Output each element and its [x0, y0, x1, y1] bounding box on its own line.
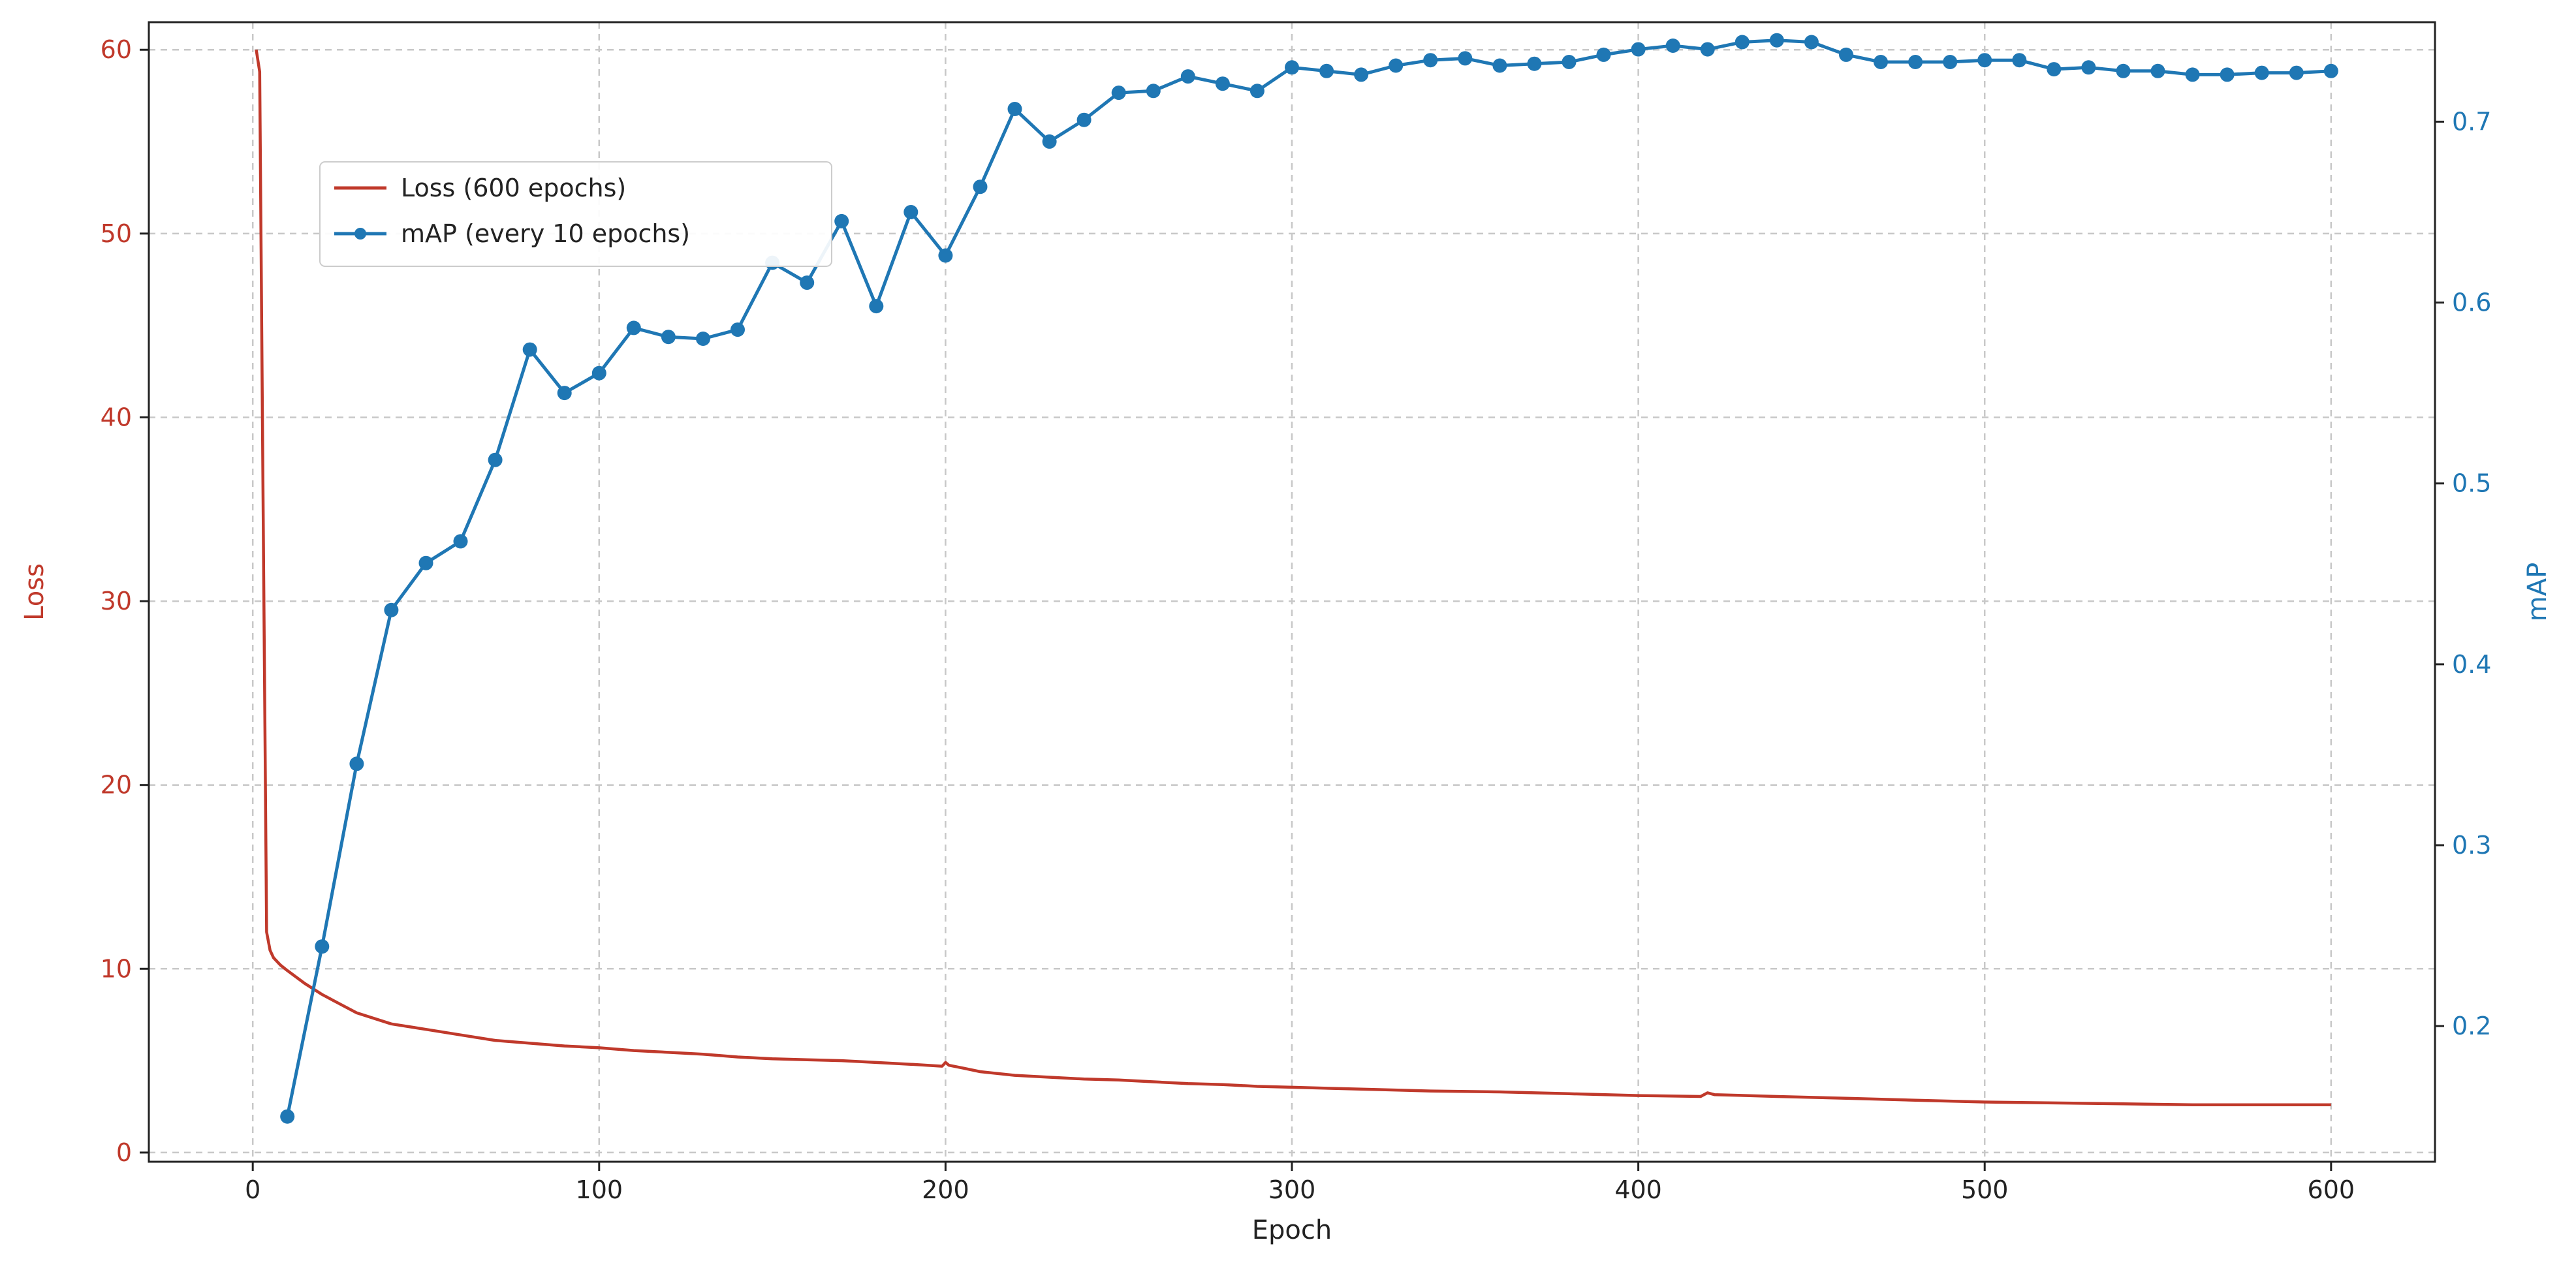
map-point [661, 330, 676, 345]
y-right-tick-label: 0.2 [2452, 1012, 2491, 1040]
y-right-tick-label: 0.4 [2452, 650, 2491, 679]
x-tick-label: 100 [576, 1175, 623, 1204]
map-point [1042, 134, 1057, 149]
x-tick-label: 400 [1614, 1175, 1662, 1204]
map-point [1319, 63, 1334, 78]
map-point [2220, 67, 2235, 82]
map-point [1804, 35, 1819, 50]
y-left-tick-label: 40 [101, 403, 132, 431]
map-point [1874, 55, 1888, 69]
map-point [1596, 47, 1611, 62]
map-point [557, 386, 572, 401]
map-point [2012, 53, 2027, 68]
y-left-tick-label: 30 [101, 587, 132, 615]
map-point [1492, 58, 1507, 73]
map-point [1700, 42, 1715, 57]
x-axis-title: Epoch [1252, 1215, 1332, 1245]
y-left-tick-label: 50 [101, 219, 132, 248]
map-point [1111, 85, 1126, 101]
legend: Loss (600 epochs) mAP (every 10 epochs) [319, 161, 832, 267]
y-right-tick-label: 0.5 [2452, 469, 2491, 498]
map-point [1076, 112, 1092, 127]
map-point [2323, 63, 2338, 78]
y-right-tick-label: 0.7 [2452, 107, 2491, 136]
x-tick-label: 600 [2308, 1175, 2355, 1204]
map-point [800, 275, 815, 290]
y-axis-right-title: mAP [2522, 563, 2552, 621]
map-point [2289, 65, 2304, 80]
map-point [453, 534, 468, 549]
map-point [1735, 35, 1750, 50]
map-point [2254, 65, 2269, 80]
map-point [1423, 53, 1438, 68]
legend-map-marker [354, 228, 366, 240]
x-tick-label: 200 [922, 1175, 969, 1204]
map-point [418, 555, 433, 570]
map-point [349, 756, 364, 771]
x-tick-label: 500 [1961, 1175, 2009, 1204]
map-point [1562, 55, 1577, 69]
series-layer [255, 33, 2338, 1124]
y-left-tick-label: 60 [101, 35, 132, 64]
map-point [2047, 62, 2062, 77]
map-point [1839, 47, 1853, 62]
map-point [1665, 39, 1680, 53]
y-axis-left: 0 10 20 30 40 50 60 [101, 35, 149, 1167]
x-tick-label: 0 [245, 1175, 260, 1204]
map-point [1389, 58, 1404, 73]
map-point [973, 179, 988, 194]
legend-map-label: mAP (every 10 epochs) [401, 219, 690, 248]
y-axis-right: 0.2 0.3 0.4 0.5 0.6 0.7 [2435, 107, 2491, 1040]
map-point [869, 299, 884, 314]
map-point [1180, 69, 1195, 84]
y-left-tick-label: 20 [101, 771, 132, 800]
map-point [1007, 102, 1022, 116]
map-point [1285, 60, 1299, 75]
loss-line [255, 49, 2331, 1106]
map-point [1977, 53, 1992, 68]
map-point [626, 320, 641, 335]
y-right-tick-label: 0.6 [2452, 288, 2491, 317]
y-left-tick-label: 0 [116, 1138, 132, 1167]
map-point [1769, 33, 1784, 48]
legend-loss-label: Loss (600 epochs) [401, 174, 626, 202]
map-point [488, 452, 503, 467]
map-point [522, 342, 537, 357]
map-point [1527, 56, 1542, 71]
map-point [1943, 55, 1958, 69]
map-point [591, 365, 606, 381]
x-tick-label: 300 [1268, 1175, 1316, 1204]
map-point [1631, 42, 1646, 57]
map-point [1458, 51, 1473, 66]
map-point [1354, 67, 1369, 82]
map-point [696, 332, 710, 346]
map-point [938, 248, 953, 263]
map-point [1146, 84, 1161, 99]
map-point [280, 1109, 295, 1124]
map-point [834, 213, 849, 228]
map-point [2150, 63, 2165, 78]
x-axis: 0 100 200 300 400 500 600 [245, 1162, 2355, 1204]
y-axis-left-title: Loss [20, 563, 50, 621]
map-point [2081, 60, 2096, 75]
y-left-tick-label: 10 [101, 954, 132, 983]
map-point [2185, 67, 2200, 82]
map-point [384, 602, 399, 617]
map-point [315, 939, 330, 954]
map-point [730, 322, 745, 337]
map-point [903, 205, 919, 219]
map-point [1215, 76, 1230, 91]
y-right-tick-label: 0.3 [2452, 831, 2491, 860]
map-point [1908, 55, 1923, 69]
map-point [1249, 84, 1264, 99]
legend-box [319, 161, 832, 267]
map-point [2116, 63, 2131, 78]
